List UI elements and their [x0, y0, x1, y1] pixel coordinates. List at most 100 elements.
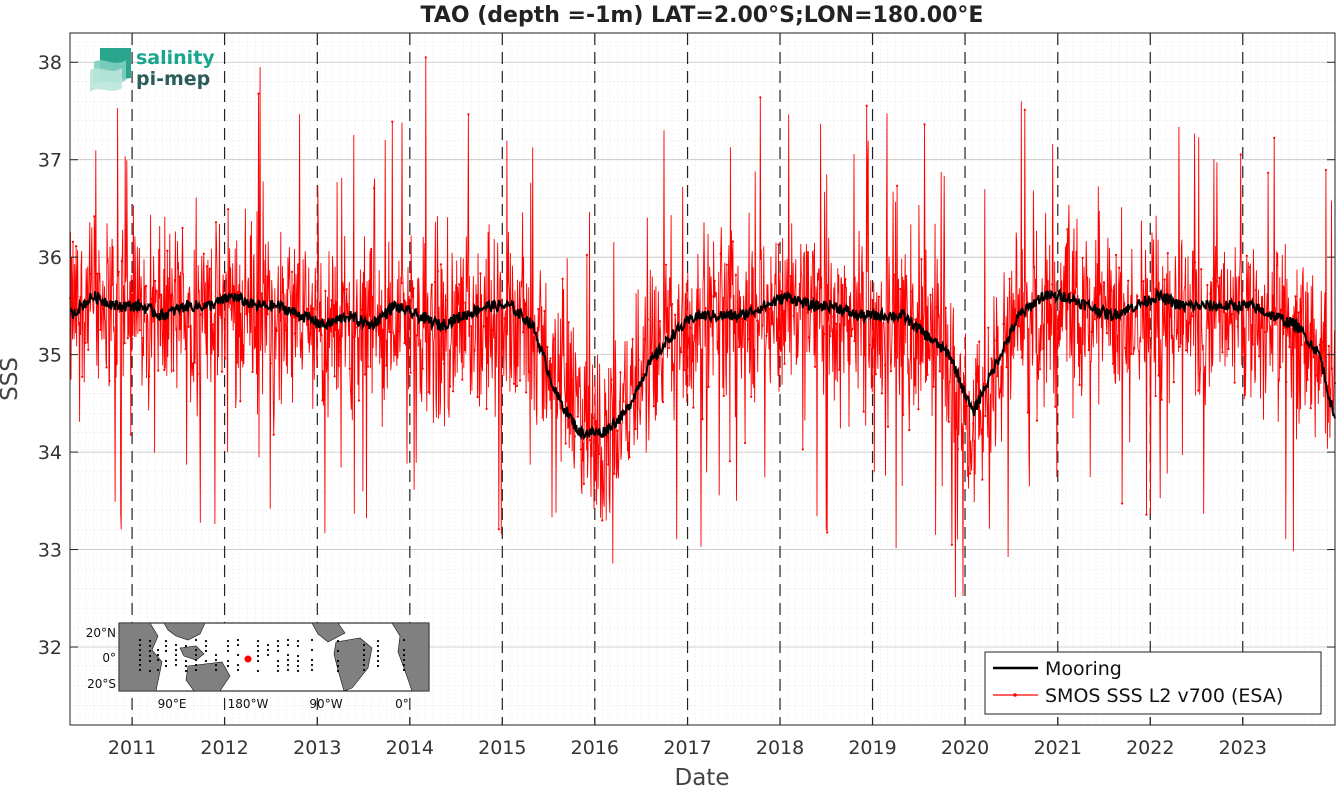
- smos-data-point: [433, 281, 436, 284]
- inset-mooring-dot: [184, 644, 188, 648]
- smos-data-point: [972, 422, 975, 425]
- smos-data-point: [905, 275, 908, 278]
- inset-mooring-dot: [362, 648, 366, 652]
- smos-data-point: [506, 278, 509, 281]
- smos-data-point: [637, 358, 640, 361]
- smos-data-point: [588, 439, 592, 442]
- smos-data-point: [765, 334, 768, 337]
- inset-mooring-dot: [376, 649, 380, 653]
- smos-data-point: [1221, 351, 1224, 354]
- smos-data-point: [1081, 256, 1084, 260]
- smos-data-point: [1160, 398, 1163, 401]
- smos-data-point: [646, 318, 649, 321]
- inset-mooring-dot: [310, 658, 314, 662]
- smos-data-point: [160, 293, 163, 296]
- smos-data-point: [1306, 378, 1309, 381]
- smos-data-point: [120, 260, 123, 263]
- smos-data-point: [929, 293, 932, 296]
- smos-data-point: [172, 369, 175, 372]
- smos-data-point: [607, 463, 610, 466]
- smos-data-point: [634, 427, 637, 431]
- smos-data-point: [1251, 343, 1254, 346]
- smos-data-point: [1093, 318, 1096, 321]
- smos-data-point: [366, 365, 370, 368]
- smos-data-point: [1045, 274, 1048, 277]
- x-tick-label: 2021: [1034, 737, 1082, 759]
- smos-data-point: [911, 290, 914, 293]
- map-lon-label-180w: 180°W: [228, 697, 269, 711]
- smos-data-point: [436, 270, 439, 273]
- smos-data-point: [841, 283, 844, 287]
- smos-data-point: [844, 278, 847, 281]
- smos-data-point: [388, 330, 391, 333]
- logo-text-pi-mep: pi-mep: [136, 68, 210, 90]
- smos-data-point: [1321, 341, 1324, 344]
- smos-data-point: [1260, 326, 1264, 329]
- smos-data-point: [190, 362, 193, 366]
- inset-map: 20°N 0° 20°S 90°E 180°W 90°W 0°: [86, 622, 430, 711]
- smos-data-point: [585, 253, 589, 257]
- smos-data-point: [71, 240, 75, 243]
- smos-data-point: [470, 325, 473, 328]
- smos-data-point: [1075, 285, 1078, 288]
- smos-data-point: [1072, 257, 1075, 260]
- smos-data-point: [205, 265, 208, 268]
- inset-mooring-dot: [148, 659, 152, 663]
- smos-data-point: [1008, 277, 1011, 280]
- smos-data-point: [789, 275, 792, 278]
- smos-data-point: [373, 187, 376, 190]
- smos-data-point: [780, 290, 783, 293]
- smos-data-point: [1239, 153, 1242, 156]
- smos-data-point: [254, 345, 257, 348]
- smos-data-point: [148, 375, 151, 378]
- smos-data-point: [360, 308, 363, 311]
- smos-data-point: [1276, 264, 1279, 267]
- inset-mooring-dots: [138, 638, 406, 673]
- smos-data-point: [306, 307, 309, 311]
- smos-data-point: [290, 270, 294, 273]
- smos-data-point: [1245, 254, 1248, 257]
- smos-data-point: [199, 313, 202, 316]
- smos-data-point: [220, 370, 224, 373]
- smos-data-point: [1020, 356, 1023, 359]
- inset-mooring-dot: [286, 663, 290, 667]
- smos-data-point: [774, 282, 777, 285]
- smos-data-point: [984, 414, 987, 418]
- inset-mooring-dot: [138, 653, 142, 657]
- smos-data-point: [1154, 394, 1157, 398]
- x-tick-label: 2013: [293, 737, 341, 759]
- smos-data-point: [713, 279, 716, 282]
- smos-data-point: [421, 367, 424, 370]
- smos-data-point: [458, 283, 461, 286]
- y-tick-label: 36: [38, 247, 62, 269]
- mooring-series-line: [69, 287, 1336, 441]
- smos-data-point: [503, 317, 506, 320]
- smos-data-point: [260, 292, 263, 295]
- smos-data-point: [266, 313, 269, 316]
- x-tick-label: 2015: [478, 737, 526, 759]
- smos-data-point: [966, 405, 969, 408]
- smos-data-point: [561, 277, 564, 280]
- smos-data-point: [1005, 366, 1008, 369]
- smos-data-point: [126, 337, 129, 340]
- smos-data-point: [981, 478, 984, 481]
- smos-data-point: [1291, 353, 1294, 356]
- smos-data-point: [668, 346, 671, 350]
- inset-mooring-dot: [184, 664, 188, 668]
- smos-data-point: [512, 382, 516, 385]
- smos-data-point: [674, 313, 677, 316]
- x-tick-label: 2022: [1126, 737, 1174, 759]
- smos-data-point: [847, 319, 850, 322]
- smos-data-point: [1166, 252, 1169, 255]
- smos-data-point: [567, 321, 570, 324]
- smos-data-point: [871, 299, 874, 302]
- smos-data-point: [1324, 168, 1327, 172]
- smos-data-point: [1194, 261, 1197, 264]
- smos-data-point: [1264, 331, 1267, 334]
- inset-mooring-dot: [174, 658, 178, 662]
- smos-data-point: [500, 298, 503, 301]
- inset-mooring-dot: [362, 663, 366, 667]
- inset-mooring-dot: [362, 658, 366, 662]
- inset-mooring-dot: [236, 663, 240, 667]
- smos-data-point: [446, 299, 449, 302]
